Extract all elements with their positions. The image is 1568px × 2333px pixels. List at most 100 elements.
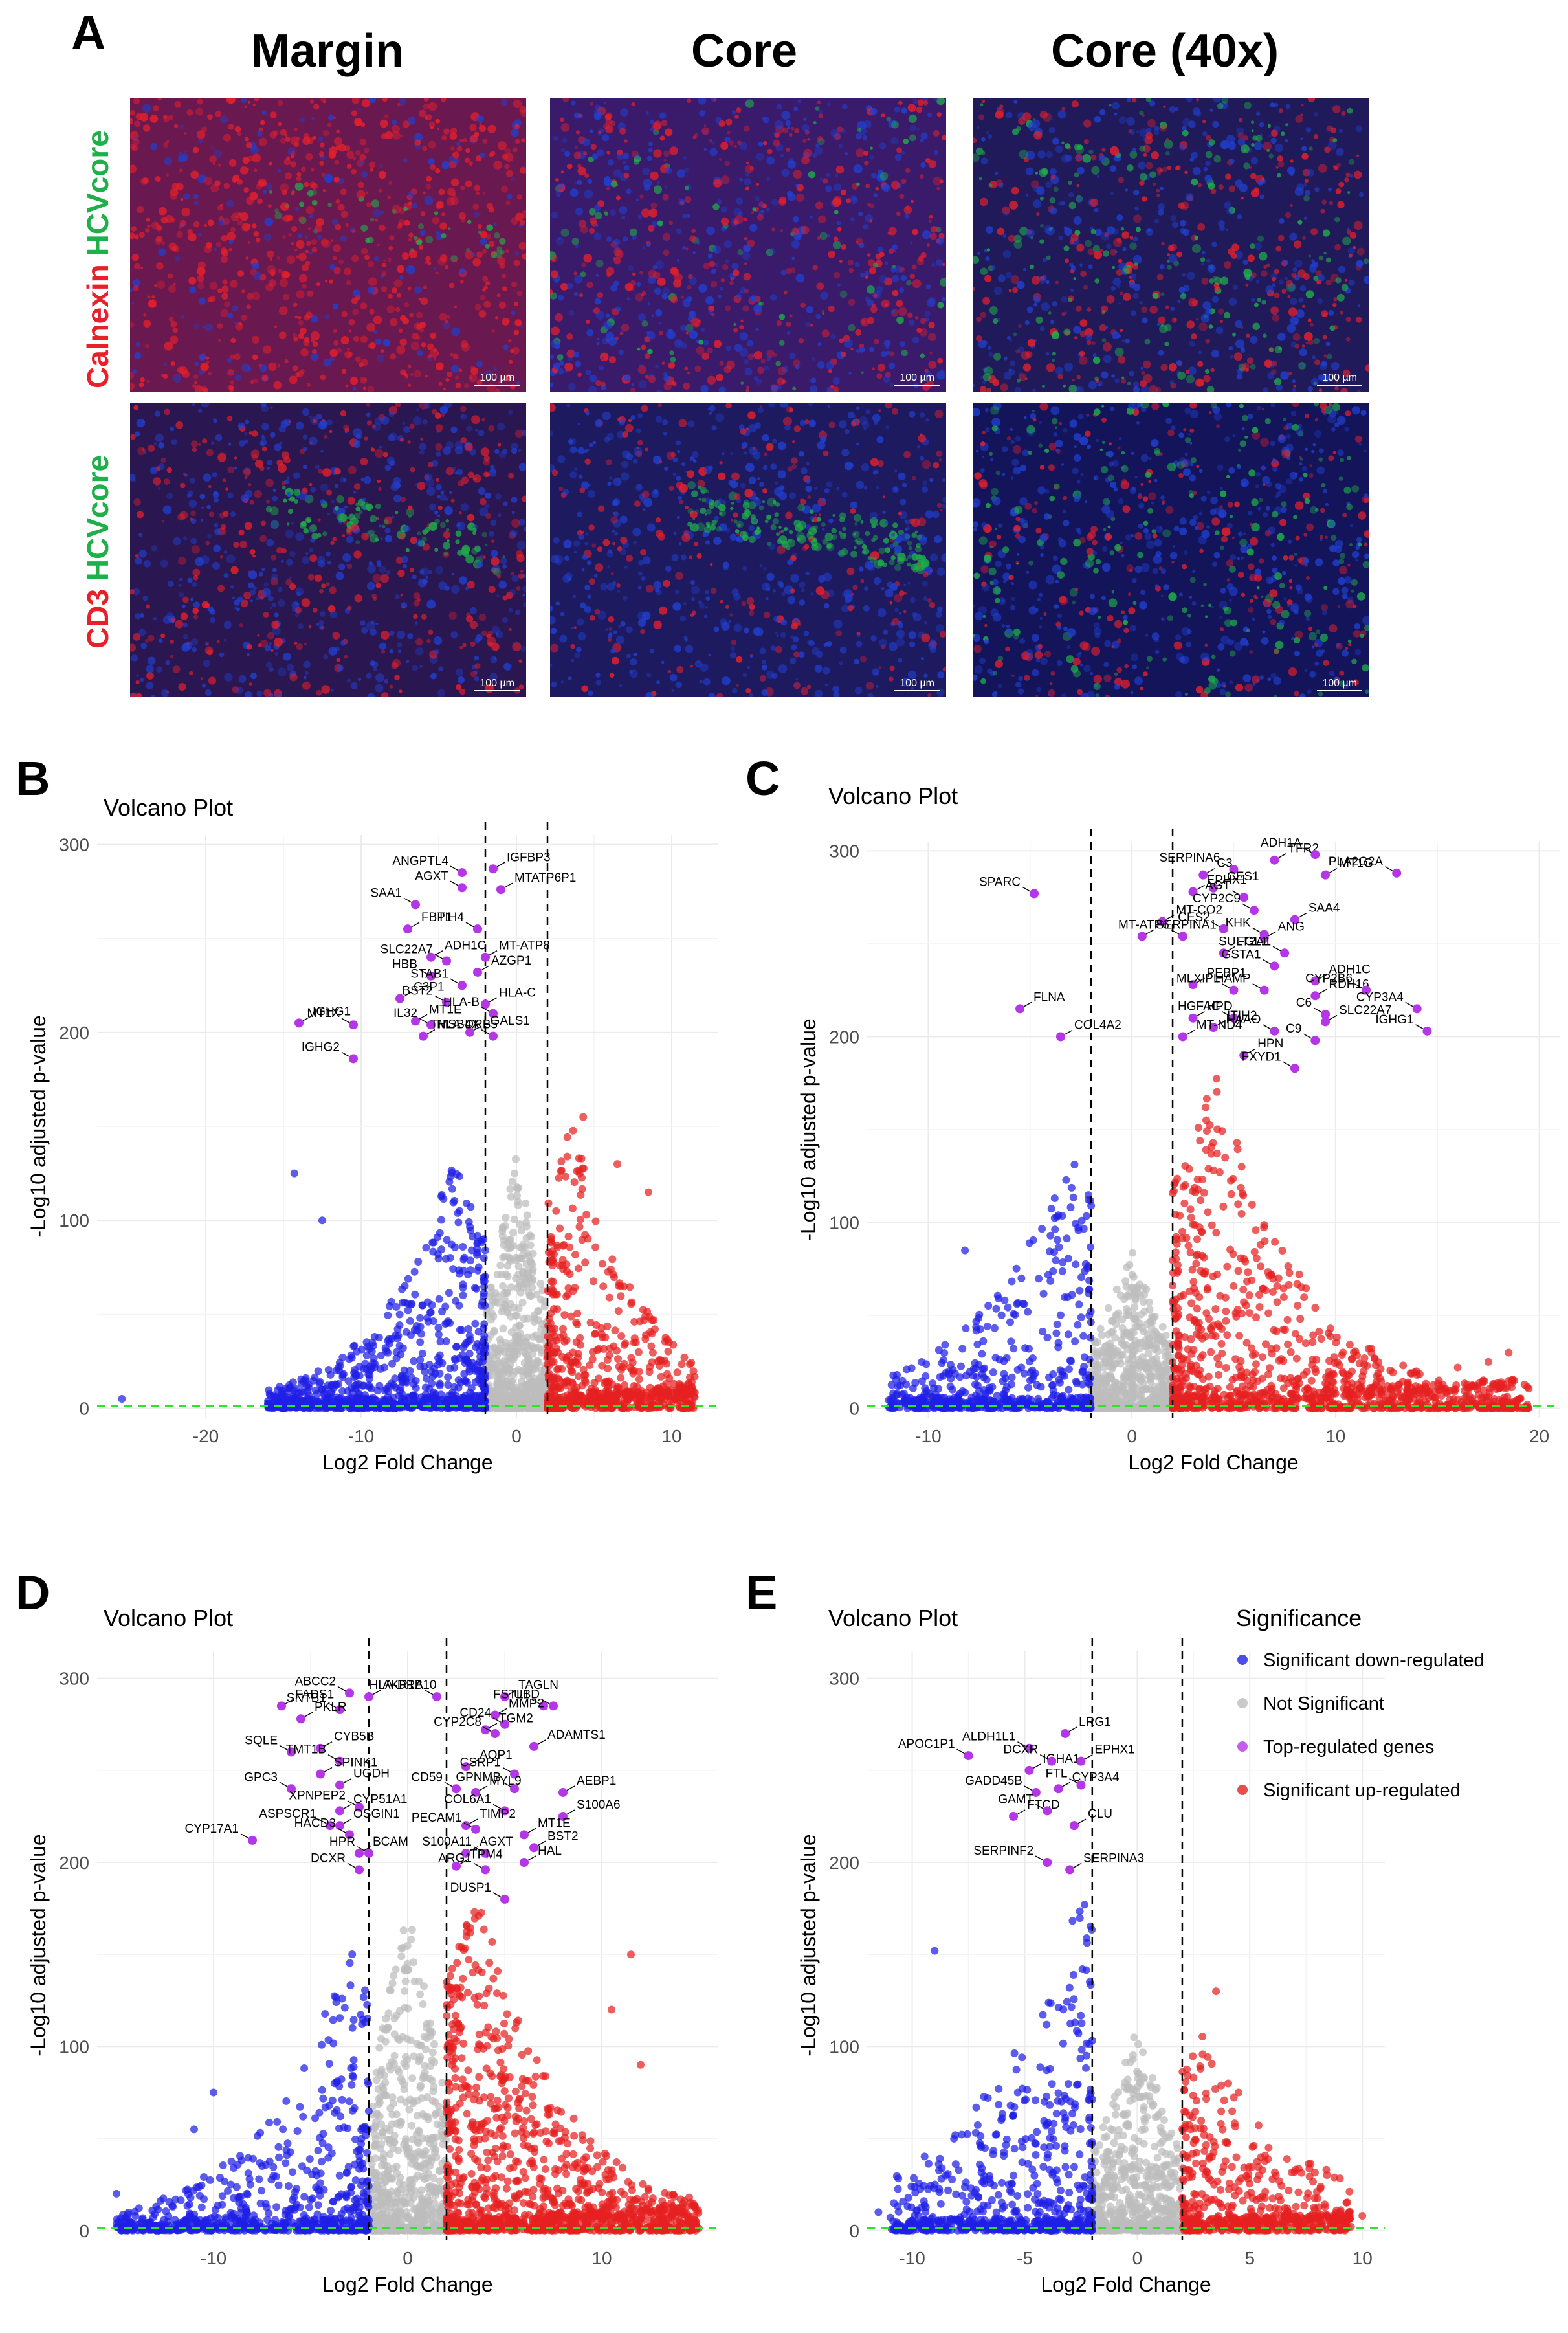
x-tick-label: -20 [193,1426,219,1446]
point-down-regulated [1057,1312,1065,1319]
gene-label: EPHX1 [1207,874,1247,887]
point-up-regulated [1205,1373,1213,1381]
point-not-significant [1117,1291,1125,1299]
point-down-regulated [398,1286,406,1293]
point-not-significant [1092,1362,1099,1370]
point-not-significant [487,1290,495,1298]
point-down-regulated [983,1376,991,1383]
point-not-significant [527,1292,535,1300]
gene-label: IGHG1 [1375,1013,1413,1027]
point-up-regulated [1238,1163,1246,1170]
point-up-regulated [571,1178,579,1186]
point-up-regulated [614,1355,622,1363]
point-not-significant [536,1280,544,1288]
point-up-regulated [1360,1361,1368,1368]
micrograph-core40x-calnexin: 100 µm [973,98,1369,392]
point-up-regulated [674,1368,681,1376]
micrograph-image [550,403,946,697]
point-down-regulated [1000,1370,1008,1378]
micrograph-core-calnexin: 100 µm [550,98,946,392]
point-up-regulated [598,1398,606,1405]
point-down-regulated [975,1387,983,1395]
point-not-significant [493,1380,501,1388]
point-up-regulated [1195,1324,1202,1332]
point-not-significant [1109,1350,1117,1357]
point-up-regulated [1373,1379,1380,1387]
point-not-significant [1140,1401,1147,1409]
point-up-regulated [558,1365,566,1373]
point-up-regulated [1195,1371,1203,1379]
point-down-regulated [436,1380,444,1388]
point-not-significant [1130,1273,1138,1281]
point-not-significant [1123,1368,1131,1376]
point-up-regulated [1249,1383,1257,1391]
point-down-regulated [396,1311,404,1319]
point-up-regulated [1318,1335,1325,1343]
gene-label: SAA4 [1309,902,1340,915]
point-up-regulated [1269,1288,1277,1296]
point-down-regulated [348,1354,356,1362]
point-not-significant [525,1274,533,1282]
point-not-significant [385,2009,393,2017]
point-up-regulated [1171,1180,1178,1188]
point-top-regulated [489,1032,498,1041]
point-up-regulated [1333,1334,1341,1341]
point-up-regulated [1246,1309,1253,1317]
point-up-regulated [558,1157,566,1165]
point-up-regulated [548,1285,556,1293]
point-down-regulated [401,1299,409,1306]
point-up-regulated [1240,1299,1248,1306]
point-up-regulated [1183,1356,1191,1364]
point-down-regulated [1075,1227,1083,1234]
point-not-significant [1111,1393,1119,1401]
point-up-regulated [1281,1375,1288,1383]
point-not-significant [489,1313,497,1321]
point-up-regulated [1271,1238,1279,1246]
point-up-regulated [1256,1303,1264,1311]
point-down-regulated [1071,1337,1079,1345]
point-not-significant [516,1244,524,1251]
point-up-regulated [1205,1315,1213,1323]
point-not-significant [1125,1312,1132,1319]
point-not-significant [523,1223,531,1231]
point-up-regulated [587,1319,595,1326]
point-down-regulated [352,1370,360,1378]
point-up-regulated [575,1350,582,1357]
point-down-regulated [435,1255,443,1262]
gene-label: HLA-B [443,996,480,1009]
point-up-regulated [1257,1262,1264,1270]
point-up-regulated [626,1283,634,1291]
point-not-significant [1149,1337,1157,1345]
point-up-regulated [1236,1390,1244,1398]
point-down-regulated [398,1373,406,1381]
point-up-regulated [1259,1285,1267,1293]
point-down-regulated [1083,1212,1090,1220]
point-down-regulated [476,1347,483,1355]
point-up-regulated [1216,1168,1224,1176]
point-up-regulated [1197,1196,1204,1204]
scale-bar-label: 100 µm [1322,372,1357,384]
point-down-regulated [265,1403,272,1411]
point-down-regulated [434,1354,442,1362]
point-down-regulated [324,1381,331,1389]
point-down-regulated [393,1334,401,1342]
point-up-regulated [1336,1361,1343,1369]
point-up-regulated [591,1330,599,1337]
point-up-regulated [1264,1310,1272,1317]
gene-label: ANGPTL4 [392,854,448,868]
point-up-regulated [547,1239,555,1247]
point-up-regulated [1190,1284,1198,1292]
point-down-regulated [1024,1384,1032,1392]
point-down-regulated [889,1372,897,1379]
point-down-regulated [408,1374,415,1382]
point-down-regulated [463,1379,471,1387]
gene-label: C9 [1286,1022,1301,1036]
point-down-regulated [1068,1396,1076,1403]
point-down-regulated [890,1403,898,1411]
y-tick-label: 100 [829,1213,859,1233]
point-down-regulated [1068,1184,1076,1192]
point-up-regulated [1182,1370,1190,1378]
point-up-regulated [1223,1331,1231,1339]
point-down-regulated [452,1297,459,1305]
point-up-regulated [1184,1394,1192,1401]
